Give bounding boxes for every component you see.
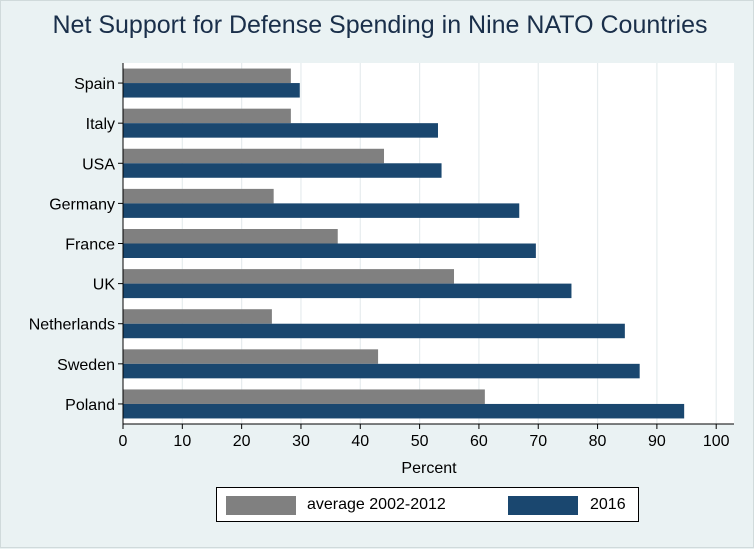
y-label-usa: USA [82,156,115,173]
y-labels: Spain Italy USA Germany France UK Netherlands S… [29,76,123,414]
bar-usa-average [123,148,385,164]
y-label-spain: Spain [74,76,115,93]
bars [123,68,685,419]
y-label-uk: UK [93,277,116,294]
x-tick-label-20: 20 [233,433,251,450]
y-label-sweden: Sweden [57,357,115,374]
x-tick-label-60: 60 [470,433,488,450]
x-tick-label-30: 30 [292,433,310,450]
x-tick-label-40: 40 [351,433,369,450]
bar-uk-2016 [123,283,572,299]
x-tick-label-80: 80 [589,433,607,450]
x-tick-label-100: 100 [703,433,730,450]
legend-label-average: average 2002-2012 [307,496,446,513]
x-tick-label-10: 10 [173,433,191,450]
bar-germany-2016 [123,203,520,218]
bar-spain-2016 [123,83,300,98]
legend-label-2016: 2016 [590,496,626,513]
y-label-italy: Italy [86,116,115,133]
bar-germany-average [123,188,274,204]
bar-france-average [123,229,338,244]
bar-uk-average [123,269,455,284]
bar-italy-average [123,108,291,124]
x-tick-label-50: 50 [411,433,429,450]
y-label-poland: Poland [65,397,115,414]
bar-netherlands-2016 [123,323,625,339]
bar-italy-2016 [123,123,438,138]
bar-sweden-2016 [123,363,640,379]
bar-poland-2016 [123,403,685,419]
bar-france-2016 [123,243,536,258]
x-tick-label-70: 70 [529,433,547,450]
legend-swatch-average [226,496,296,515]
y-label-france: France [65,237,115,254]
y-label-netherlands: Netherlands [29,317,115,334]
bar-spain-average [123,68,291,84]
y-label-germany: Germany [49,196,115,213]
chart-title: Net Support for Defense Spending in Nine… [52,11,708,39]
x-ticks: 0 10 20 30 40 50 60 70 80 90 100 [119,424,730,450]
bar-sweden-average [123,349,379,364]
bar-netherlands-average [123,309,272,324]
bar-poland-average [123,389,485,404]
legend-swatch-2016 [508,496,578,515]
bar-usa-2016 [123,163,442,178]
x-tick-label-0: 0 [119,433,128,450]
legend: average 2002-2012 2016 [216,487,639,522]
x-axis-title: Percent [401,460,457,477]
x-tick-label-90: 90 [648,433,666,450]
